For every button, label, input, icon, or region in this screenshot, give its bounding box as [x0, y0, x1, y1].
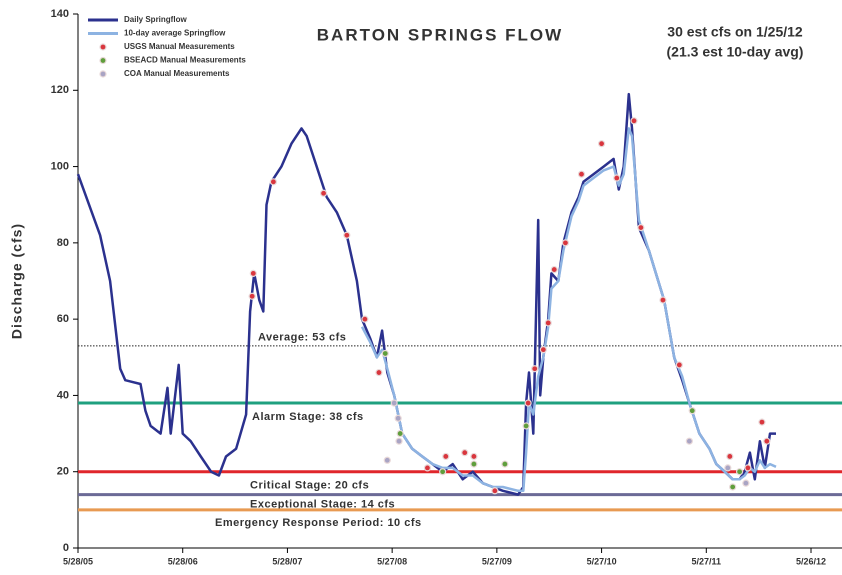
- measurement-point: [637, 224, 645, 232]
- measurement-point: [381, 349, 389, 358]
- legend-swatch: [99, 43, 107, 51]
- y-tick-label: 120: [51, 84, 69, 96]
- measurement-point: [248, 292, 256, 300]
- measurement-point: [249, 269, 257, 277]
- measurement-point: [724, 464, 732, 472]
- series-line: [360, 127, 777, 493]
- y-tick-label: 20: [57, 466, 69, 478]
- x-tick-label: 5/28/06: [168, 556, 198, 566]
- measurement-point: [550, 265, 558, 274]
- reference-label: Average: 53 cfs: [258, 332, 346, 344]
- measurement-point: [319, 189, 328, 197]
- y-tick-label: 60: [57, 313, 69, 325]
- x-tick-label: 5/28/07: [272, 556, 302, 566]
- measurement-point: [577, 170, 586, 178]
- measurement-point: [390, 399, 398, 407]
- measurement-point: [729, 483, 737, 491]
- measurement-point: [383, 456, 391, 464]
- reference-label: Emergency Response Period: 10 cfs: [215, 517, 422, 529]
- measurement-point: [531, 365, 539, 373]
- legend-label: BSEACD Manual Measurements: [124, 56, 246, 65]
- y-tick-label: 100: [51, 160, 69, 172]
- measurement-point: [491, 487, 499, 495]
- measurement-point: [539, 346, 547, 354]
- legend-label: Daily Springflow: [124, 15, 187, 24]
- y-tick-label: 80: [57, 237, 69, 249]
- measurement-point: [597, 140, 606, 148]
- measurement-point: [361, 315, 369, 323]
- y-tick-label: 140: [51, 8, 69, 20]
- x-tick-label: 5/27/11: [692, 556, 722, 566]
- measurement-point: [685, 437, 693, 445]
- measurement-point: [630, 117, 638, 125]
- reference-label: Exceptional Stage: 14 cfs: [250, 499, 395, 511]
- x-tick-label: 5/28/05: [63, 556, 93, 566]
- annotation: 30 est cfs on 1/25/12: [667, 24, 803, 40]
- chart-title: BARTON SPRINGS FLOW: [317, 25, 563, 44]
- measurement-point: [742, 479, 750, 487]
- measurement-point: [423, 464, 432, 472]
- legend-swatch: [99, 56, 107, 65]
- measurement-point: [688, 407, 696, 415]
- measurement-point: [613, 174, 621, 182]
- measurement-point: [522, 422, 530, 430]
- series-line: [76, 92, 776, 496]
- x-tick-label: 5/26/12: [796, 556, 826, 566]
- measurement-point: [375, 368, 383, 377]
- x-tick-label: 5/27/10: [587, 556, 617, 566]
- measurement-point: [735, 468, 744, 476]
- measurement-point: [763, 437, 771, 445]
- measurement-point: [396, 429, 404, 438]
- measurement-point: [470, 452, 478, 461]
- legend-label: COA Manual Measurements: [124, 69, 230, 78]
- y-tick-label: 0: [63, 542, 69, 554]
- measurement-point: [726, 452, 734, 461]
- measurement-point: [744, 464, 752, 472]
- measurement-point: [442, 452, 450, 461]
- reference-label: Critical Stage: 20 cfs: [250, 480, 369, 492]
- measurement-point: [269, 178, 277, 186]
- legend-swatch: [99, 70, 107, 78]
- measurement-point: [561, 239, 570, 247]
- measurement-point: [470, 460, 478, 468]
- legend-label: USGS Manual Measurements: [124, 42, 235, 51]
- reference-label: Alarm Stage: 38 cfs: [252, 411, 364, 423]
- measurement-point: [501, 460, 509, 468]
- measurement-point: [524, 399, 532, 407]
- measurement-point: [758, 418, 766, 426]
- measurement-point: [395, 437, 403, 445]
- measurement-point: [439, 468, 447, 476]
- y-tick-label: 40: [57, 389, 69, 401]
- measurement-point: [659, 296, 667, 304]
- measurement-point: [394, 414, 402, 422]
- legend-label: 10-day average Springflow: [124, 29, 226, 38]
- x-tick-label: 5/27/09: [482, 556, 512, 566]
- annotation: (21.3 est 10-day avg): [667, 44, 804, 60]
- x-tick-label: 5/27/08: [377, 556, 407, 566]
- measurement-point: [675, 361, 683, 369]
- measurement-point: [343, 231, 351, 239]
- measurement-point: [544, 319, 552, 327]
- y-axis-label: Discharge (cfs): [9, 223, 25, 339]
- measurement-point: [461, 449, 469, 457]
